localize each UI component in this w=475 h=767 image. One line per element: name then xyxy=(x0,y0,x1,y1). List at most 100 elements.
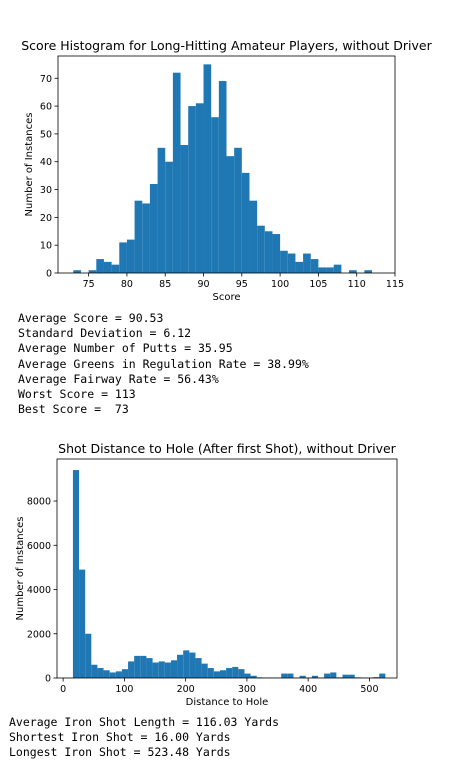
score-x-axis-label: Score xyxy=(212,292,240,303)
distance-y-tick-label: 6000 xyxy=(27,541,51,552)
score-bar xyxy=(295,261,304,273)
score-bar xyxy=(318,267,327,273)
score-y-tick-label: 70 xyxy=(40,74,52,85)
score-bar xyxy=(195,103,204,274)
distance-title: Shot Distance to Hole (After first Shot)… xyxy=(58,441,397,456)
distance-histogram-chart: 0 100 200 300 400 500 0 2000 4000 6000 8000 Shot Di… xyxy=(15,441,398,708)
average-putts-text: Average Number of Putts = 35.95 xyxy=(18,341,233,356)
score-title: Score Histogram for Long-Hitting Amateur… xyxy=(21,38,432,53)
distance-bar xyxy=(91,664,98,678)
distance-bar xyxy=(128,661,135,678)
score-y-tick-label: 30 xyxy=(40,185,52,196)
score-bar xyxy=(103,261,112,273)
score-bar xyxy=(96,259,104,273)
score-bar xyxy=(241,172,250,273)
distance-x-tick-label: 300 xyxy=(238,684,256,695)
distance-bar xyxy=(213,671,220,678)
distance-bar xyxy=(195,658,202,678)
score-x-tick-label: 115 xyxy=(386,279,404,290)
score-bar xyxy=(326,267,334,273)
distance-bar xyxy=(281,673,288,678)
score-statistics: Average Score = 90.53 Standard Deviation… xyxy=(18,311,309,417)
distance-bar xyxy=(219,670,227,678)
score-y-tick-label: 10 xyxy=(40,241,52,252)
score-bar xyxy=(172,72,181,273)
distance-bar xyxy=(72,470,80,678)
score-bar xyxy=(280,250,288,273)
distance-y-tick-label: 0 xyxy=(45,674,51,685)
longest-iron-shot-text: Longest Iron Shot = 523.48 Yards xyxy=(9,745,231,760)
distance-bar xyxy=(244,673,251,678)
score-bar xyxy=(111,264,120,273)
distance-x-tick-label: 0 xyxy=(60,684,66,695)
score-bar xyxy=(119,242,127,273)
distance-y-tick-label: 4000 xyxy=(27,585,51,596)
score-bar xyxy=(188,106,196,273)
distance-bar xyxy=(97,668,104,678)
score-bar xyxy=(211,117,219,273)
score-bar xyxy=(203,64,212,273)
score-y-tick-label: 50 xyxy=(40,129,52,140)
distance-y-axis-label: Number of Instances xyxy=(15,517,26,621)
distance-bar xyxy=(140,655,147,678)
score-bar xyxy=(234,147,242,273)
score-bar xyxy=(226,156,235,273)
score-y-tick-label: 20 xyxy=(40,213,52,224)
score-plot-frame xyxy=(57,55,396,274)
score-bar xyxy=(126,239,135,273)
distance-bar xyxy=(146,658,153,678)
distance-bar xyxy=(177,654,184,678)
distance-x-tick-label: 200 xyxy=(177,684,195,695)
distance-bar xyxy=(158,661,165,678)
distance-x-axis-label: Distance to Hole xyxy=(186,697,269,708)
distance-bar xyxy=(115,671,122,678)
score-bar xyxy=(333,264,342,273)
score-bar xyxy=(157,147,166,273)
distance-bar xyxy=(85,633,92,678)
distance-plot-frame xyxy=(56,458,398,679)
distance-bar xyxy=(232,666,239,678)
distance-bar xyxy=(287,673,294,678)
score-x-tick-label: 80 xyxy=(121,279,133,290)
distance-bar xyxy=(311,675,318,678)
iron-shot-statistics: Average Iron Shot Length = 116.03 Yards … xyxy=(9,715,279,761)
distance-bar xyxy=(238,669,245,678)
distance-bar xyxy=(373,677,380,678)
score-x-tick-label: 90 xyxy=(197,279,209,290)
distance-bar xyxy=(330,672,337,678)
score-bar xyxy=(303,253,311,273)
score-bar xyxy=(264,231,273,273)
distance-bar xyxy=(121,669,129,678)
shortest-iron-shot-text: Shortest Iron Shot = 16.00 Yards xyxy=(9,730,231,745)
score-x-tick-label: 75 xyxy=(83,279,95,290)
distance-bar xyxy=(342,674,349,678)
score-bar xyxy=(73,270,81,273)
distance-bar xyxy=(103,670,110,678)
distance-x-tick-label: 500 xyxy=(360,684,378,695)
score-bar xyxy=(88,270,97,273)
distance-y-tick-label: 2000 xyxy=(27,629,51,640)
score-x-tick-label: 95 xyxy=(236,279,248,290)
score-bar xyxy=(364,270,373,273)
score-bar xyxy=(180,145,189,273)
distance-bar xyxy=(379,673,386,678)
distance-bar xyxy=(109,672,116,678)
distance-bar xyxy=(170,660,178,678)
score-bar xyxy=(218,81,227,274)
distance-bar xyxy=(207,668,214,678)
distance-bar xyxy=(324,673,331,678)
average-score-text: Average Score = 90.53 xyxy=(18,311,164,325)
score-x-tick-label: 110 xyxy=(348,279,366,290)
distance-bar xyxy=(348,674,355,678)
distance-bar xyxy=(226,668,233,678)
score-bar xyxy=(349,270,357,273)
score-x-tick-label: 85 xyxy=(159,279,171,290)
score-x-tick-label: 105 xyxy=(309,279,327,290)
score-bar xyxy=(134,200,143,273)
score-y-axis-label: Number of Instances xyxy=(24,113,35,217)
score-bar xyxy=(257,225,265,273)
distance-bar xyxy=(201,663,208,678)
score-bar xyxy=(165,161,173,273)
distance-bar xyxy=(299,675,306,678)
score-bar xyxy=(287,253,296,273)
